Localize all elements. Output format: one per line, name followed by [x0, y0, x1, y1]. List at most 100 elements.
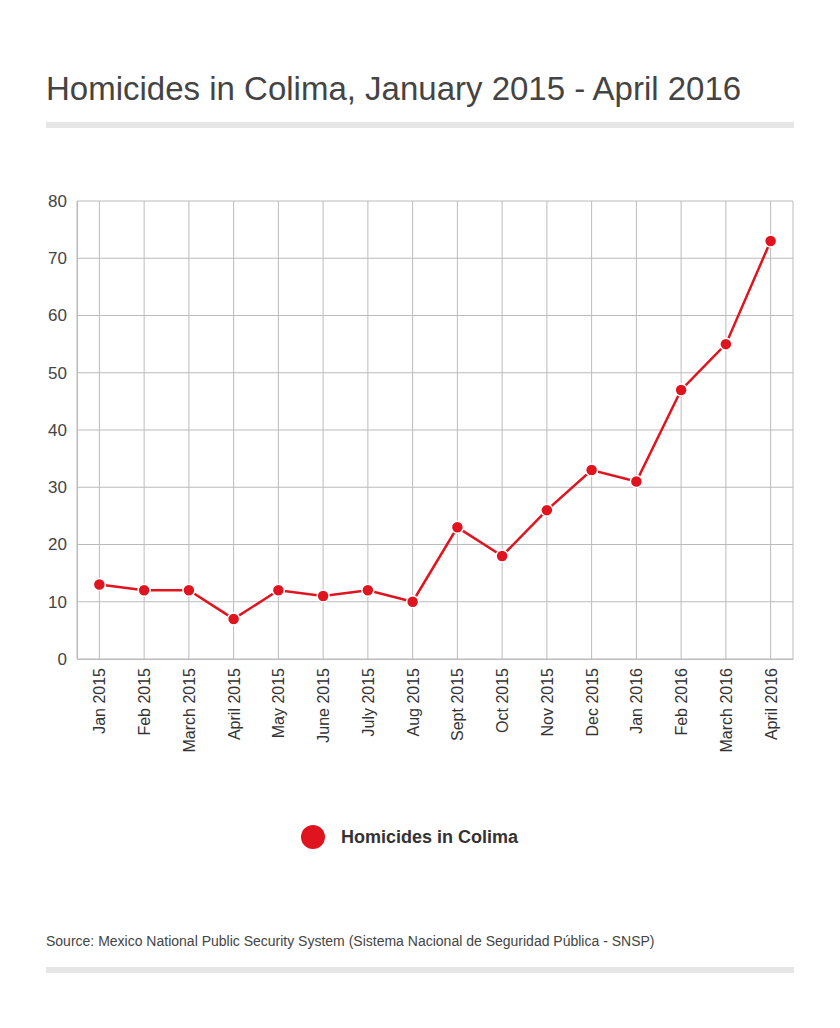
y-grid-line — [77, 544, 793, 545]
y-grid-line — [77, 430, 793, 431]
x-axis-line — [78, 659, 794, 660]
x-tick: Aug 2015 — [405, 659, 422, 737]
x-tick-label: March 2016 — [718, 668, 735, 753]
x-tick-label: June 2015 — [315, 668, 332, 743]
y-grid-line — [77, 601, 793, 602]
y-tick: 20 — [48, 535, 77, 554]
y-tick-label: 20 — [48, 535, 67, 554]
source: Source: Mexico National Public Security … — [46, 933, 655, 949]
y-tick: 40 — [48, 421, 77, 440]
point — [362, 584, 374, 596]
x-tick-label: Jan 2016 — [628, 668, 645, 734]
point — [183, 584, 195, 596]
x-tick: Jan 2015 — [91, 659, 108, 734]
point — [228, 613, 240, 625]
x-axis: Jan 2015 Feb 2015 March 2015 April 2015 May … — [78, 659, 794, 753]
x-grid-line — [233, 201, 234, 659]
point — [541, 504, 553, 516]
y-tick: 60 — [48, 306, 77, 325]
y-tick: 70 — [48, 249, 77, 268]
y-tick: 30 — [48, 478, 77, 497]
title-rule — [46, 122, 794, 128]
x-tick-label: Nov 2015 — [539, 668, 556, 737]
x-tick: July 2015 — [360, 659, 377, 737]
x-tick-label: Sept 2015 — [449, 668, 466, 741]
x-tick: Sept 2015 — [449, 659, 466, 741]
x-grid-line — [502, 201, 503, 659]
point — [586, 464, 598, 476]
x-tick-label: July 2015 — [360, 668, 377, 737]
x-grid-line — [725, 201, 726, 659]
y-tick-label: 60 — [48, 306, 67, 325]
y-grid-line — [77, 258, 793, 259]
y-tick-label: 50 — [48, 364, 67, 383]
y-grid-line — [77, 659, 793, 660]
y-grid-line — [77, 315, 793, 316]
x-tick-label: Feb 2016 — [673, 668, 690, 736]
line — [99, 241, 770, 619]
x-tick-label: Oct 2015 — [494, 668, 511, 733]
x-grid-line — [636, 201, 637, 659]
point — [765, 235, 777, 247]
y-tick: 10 — [48, 593, 77, 612]
x-grid-line — [546, 201, 547, 659]
x-tick: June 2015 — [315, 659, 332, 743]
y-tick: 0 — [58, 650, 77, 669]
x-tick: April 2015 — [226, 659, 243, 740]
point — [138, 584, 150, 596]
y-tick: 50 — [48, 364, 77, 383]
x-tick: May 2015 — [270, 659, 287, 738]
title: Homicides in Colima, January 2015 - Apri… — [46, 70, 741, 107]
x-tick-label: April 2015 — [226, 668, 243, 740]
point — [407, 596, 419, 608]
x-grid-line — [770, 201, 771, 659]
point — [451, 521, 463, 533]
plot-edge — [793, 201, 794, 659]
x-tick-label: Jan 2015 — [91, 668, 108, 734]
y-tick-label: 30 — [48, 478, 67, 497]
y-tick-label: 70 — [48, 249, 67, 268]
x-tick: Oct 2015 — [494, 659, 511, 733]
x-tick-label: May 2015 — [270, 668, 287, 738]
legend-marker — [301, 825, 325, 849]
point — [630, 476, 642, 488]
y-grid-line — [77, 487, 793, 488]
x-grid-line — [591, 201, 592, 659]
y-axis: 0 10 20 30 40 50 60 70 80 — [48, 192, 77, 669]
point — [496, 550, 508, 562]
legend-label: Homicides in Colima — [341, 827, 519, 847]
plot-edge — [77, 201, 78, 659]
grid — [77, 201, 793, 659]
plot — [93, 235, 776, 625]
x-tick-label: Dec 2015 — [584, 668, 601, 737]
x-tick-label: Aug 2015 — [405, 668, 422, 737]
y-grid-line — [77, 372, 793, 373]
x-tick: Jan 2016 — [628, 659, 645, 734]
y-tick-label: 40 — [48, 421, 67, 440]
x-tick-label: Feb 2015 — [136, 668, 153, 736]
bottom-rule — [46, 967, 794, 973]
point — [272, 584, 284, 596]
y-tick-label: 80 — [48, 192, 67, 211]
x-tick: Feb 2016 — [673, 659, 690, 736]
x-grid-line — [412, 201, 413, 659]
x-tick-label: April 2016 — [763, 668, 780, 740]
x-tick: Nov 2015 — [539, 659, 556, 737]
point — [675, 384, 687, 396]
x-tick: March 2016 — [718, 659, 735, 753]
y-axis-line — [77, 202, 78, 660]
x-tick: March 2015 — [181, 659, 198, 753]
x-tick: Feb 2015 — [136, 659, 153, 736]
y-tick-label: 0 — [58, 650, 67, 669]
chart: Homicides in Colima, January 2015 - Apri… — [0, 0, 840, 1028]
point — [720, 338, 732, 350]
x-tick-label: March 2015 — [181, 668, 198, 753]
x-tick: April 2016 — [763, 659, 780, 740]
y-tick: 80 — [48, 192, 77, 211]
x-tick: Dec 2015 — [584, 659, 601, 737]
legend: Homicides in Colima — [301, 825, 519, 849]
y-grid-line — [77, 201, 793, 202]
y-tick-label: 10 — [48, 593, 67, 612]
x-grid-line — [457, 201, 458, 659]
point — [93, 579, 105, 591]
